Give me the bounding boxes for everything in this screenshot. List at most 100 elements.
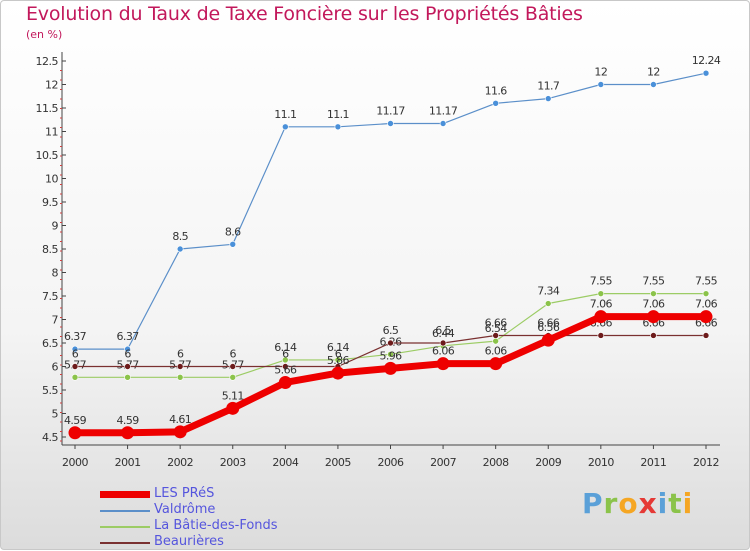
logo-letter: x bbox=[638, 487, 658, 520]
data-point bbox=[544, 300, 552, 307]
data-label: 6.14 bbox=[274, 341, 297, 354]
data-point bbox=[176, 374, 184, 381]
data-point bbox=[229, 374, 237, 381]
data-label: 6.54 bbox=[485, 322, 508, 335]
data-label: 4.59 bbox=[117, 414, 140, 427]
data-point bbox=[173, 425, 187, 439]
data-point bbox=[387, 339, 394, 347]
data-point bbox=[541, 333, 555, 347]
logo-letter: t bbox=[668, 487, 683, 520]
logo-letter: i bbox=[682, 487, 694, 520]
data-point bbox=[226, 401, 240, 415]
data-point bbox=[489, 357, 503, 371]
data-point bbox=[597, 332, 605, 339]
data-label: 6 bbox=[124, 348, 131, 361]
data-point bbox=[229, 241, 237, 248]
series-valdrome: 6.37 6.37 8.5 8.6 11.1 11.1 11.17 11.17 11.6 11.7… bbox=[64, 54, 721, 353]
data-point bbox=[492, 332, 499, 339]
data-point bbox=[124, 345, 131, 353]
y-tick-label: 8 bbox=[52, 267, 59, 280]
legend-label: LES PRéS bbox=[154, 486, 215, 501]
data-label: 4.59 bbox=[64, 414, 87, 427]
data-label: 12 bbox=[594, 66, 607, 79]
data-label: 6.06 bbox=[432, 345, 455, 358]
data-label: 5.86 bbox=[327, 354, 350, 367]
data-point bbox=[439, 339, 447, 347]
data-point bbox=[436, 357, 450, 371]
data-label: 6.37 bbox=[117, 330, 140, 343]
data-point bbox=[71, 345, 79, 353]
proxiti-logo: Proxiti bbox=[582, 487, 693, 520]
chart-subtitle: (en %) bbox=[26, 28, 63, 41]
x-tick-label: 2009 bbox=[535, 456, 561, 469]
data-point bbox=[282, 356, 289, 364]
data-label: 6.5 bbox=[383, 324, 399, 337]
y-tick-label: 10.5 bbox=[36, 149, 59, 162]
y-tick-label: 4.5 bbox=[42, 431, 58, 444]
y-tick-label: 10 bbox=[45, 173, 58, 186]
data-point bbox=[650, 290, 657, 297]
data-label: 4.61 bbox=[169, 413, 191, 426]
data-label: 11.1 bbox=[274, 108, 296, 121]
x-tick-label: 2006 bbox=[378, 456, 404, 469]
data-label: 6.66 bbox=[485, 316, 508, 329]
data-label: 11.17 bbox=[376, 105, 405, 118]
data-point bbox=[492, 100, 499, 107]
data-point bbox=[439, 120, 447, 127]
data-label: 6.56 bbox=[537, 321, 560, 334]
data-label: 7.06 bbox=[642, 298, 665, 311]
data-label: 6.06 bbox=[485, 345, 508, 358]
data-point bbox=[176, 245, 184, 253]
x-tick-label: 2003 bbox=[220, 456, 246, 469]
logo-letter: i bbox=[657, 487, 669, 520]
data-point bbox=[71, 374, 79, 381]
x-tick-label: 2000 bbox=[62, 456, 88, 469]
data-point bbox=[594, 310, 608, 324]
y-tick-label: 6 bbox=[52, 361, 59, 374]
legend-label: La Bâtie-des-Fonds bbox=[154, 518, 278, 533]
data-point bbox=[124, 363, 131, 370]
legend-swatch bbox=[100, 491, 150, 498]
data-label: 6 bbox=[282, 348, 289, 361]
data-label: 7.06 bbox=[695, 298, 718, 311]
data-point bbox=[331, 366, 345, 380]
data-label: 6.14 bbox=[327, 341, 350, 354]
y-tick-label: 9.5 bbox=[42, 196, 58, 209]
data-point bbox=[278, 375, 292, 389]
series-la-batie-des-fonds: 5.775.775.775.776.146.146.266.446.547.34… bbox=[64, 275, 718, 381]
y-tick-label: 9 bbox=[52, 220, 59, 233]
data-point bbox=[124, 374, 131, 381]
data-point bbox=[702, 290, 710, 297]
data-point bbox=[387, 350, 394, 358]
data-label: 6 bbox=[230, 348, 237, 361]
data-point bbox=[492, 337, 499, 345]
y-tick-label: 7 bbox=[52, 314, 59, 327]
data-label: 5.66 bbox=[274, 363, 297, 376]
y-tick-label: 5 bbox=[52, 408, 59, 421]
data-label: 6 bbox=[72, 348, 79, 361]
data-point bbox=[229, 363, 237, 370]
logo-letter: o bbox=[618, 487, 639, 520]
y-tick-label: 7.5 bbox=[42, 290, 58, 303]
data-point bbox=[699, 310, 713, 324]
x-tick-label: 2008 bbox=[483, 456, 509, 469]
data-label: 11.6 bbox=[485, 84, 508, 97]
legend-label: Beaurières bbox=[154, 534, 224, 549]
data-label: 7.34 bbox=[537, 285, 560, 298]
data-label: 11.17 bbox=[429, 105, 458, 118]
legend-swatch bbox=[100, 510, 150, 512]
y-tick-label: 11.5 bbox=[36, 102, 59, 115]
data-point bbox=[334, 123, 342, 131]
data-label: 6 bbox=[177, 348, 184, 361]
y-tick-label: 11 bbox=[45, 126, 58, 139]
data-label: 11.7 bbox=[537, 80, 560, 93]
data-label: 7.55 bbox=[590, 275, 613, 288]
chart-title: Evolution du Taux de Taxe Foncière sur l… bbox=[26, 3, 583, 25]
data-label: 7.55 bbox=[642, 275, 665, 288]
y-tick-label: 8.5 bbox=[42, 243, 58, 256]
data-point bbox=[702, 69, 710, 77]
x-tick-label: 2007 bbox=[430, 456, 456, 469]
data-label: 7.06 bbox=[590, 298, 613, 311]
legend-swatch bbox=[100, 526, 150, 528]
